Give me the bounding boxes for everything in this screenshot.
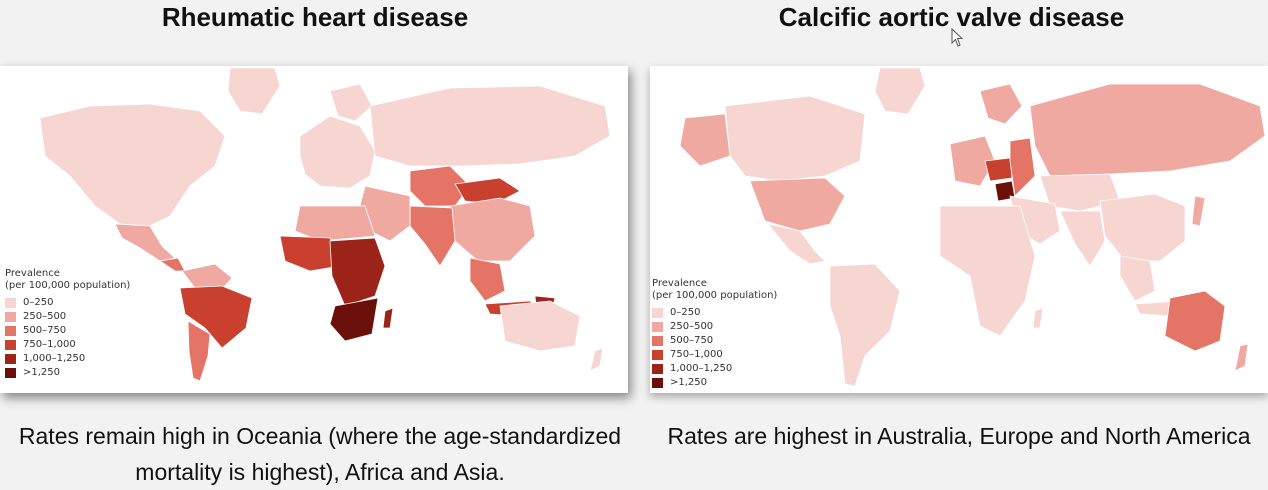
region-madagascar — [382, 307, 394, 329]
region-north-africa — [294, 205, 376, 242]
legend-item: 500–750 — [652, 334, 777, 348]
region-north-america — [39, 103, 226, 227]
region-western-europe — [949, 135, 996, 187]
region-greenland — [227, 67, 281, 115]
region-europe — [299, 115, 376, 189]
legend-swatch — [652, 378, 663, 388]
region-west-africa — [279, 235, 341, 272]
legend-swatch — [652, 308, 663, 318]
legend-item: 1,000–1,250 — [5, 352, 130, 366]
rhd-map-title: Rheumatic heart disease — [161, 2, 469, 32]
region-japan — [1191, 195, 1206, 227]
region-canada — [724, 95, 866, 182]
region-southeast-asia — [469, 257, 506, 302]
cavd-world-map — [650, 66, 1268, 393]
region-greenland — [874, 67, 926, 115]
region-southeast-asia — [1119, 255, 1156, 302]
legend-item: >1,250 — [5, 366, 130, 380]
legend-item: 750–1,000 — [652, 348, 777, 362]
legend-swatch — [5, 340, 16, 350]
rhd-map-svg — [39, 67, 611, 382]
region-china — [449, 197, 536, 262]
legend-swatch — [652, 350, 663, 360]
region-mexico — [766, 223, 826, 265]
legend-item: 0–250 — [5, 296, 130, 310]
rhd-caption: Rates remain high in Oceania (where the … — [18, 423, 622, 485]
legend-swatch — [652, 322, 663, 332]
legend-title: Prevalence (per 100,000 population) — [652, 278, 778, 301]
cavd-map-svg — [679, 67, 1266, 387]
legend-item: 500–750 — [5, 324, 130, 338]
region-south-asia — [409, 205, 456, 267]
cavd-legend: Prevalence (per 100,000 population) 0–25… — [652, 278, 777, 390]
region-southern-africa — [329, 297, 379, 342]
legend-item: 0–250 — [652, 306, 777, 320]
region-eastern-europe — [1009, 137, 1036, 197]
cavd-caption: Rates are highest in Australia, Europe a… — [667, 423, 1251, 449]
legend-title: Prevalence (per 100,000 population) — [5, 268, 131, 291]
region-mongolia — [454, 177, 521, 205]
legend-item: 250–500 — [652, 320, 777, 334]
legend-swatch — [5, 312, 16, 322]
legend-swatch — [652, 364, 663, 374]
region-south-asia — [1059, 210, 1106, 267]
region-australia — [1164, 290, 1226, 352]
region-china — [1099, 193, 1186, 262]
region-russia — [369, 85, 611, 167]
region-australia — [499, 300, 581, 352]
legend-item: 250–500 — [5, 310, 130, 324]
legend-swatch — [5, 326, 16, 336]
region-mexico — [114, 223, 176, 262]
rhd-legend: Prevalence (per 100,000 population) 0–25… — [5, 268, 130, 380]
region-south-america — [829, 263, 901, 387]
region-alaska — [679, 113, 731, 167]
cavd-map-title: Calcific aortic valve disease — [778, 2, 1125, 32]
region-south-america-north — [181, 263, 233, 292]
region-madagascar — [1032, 307, 1044, 329]
region-russia — [1029, 83, 1266, 177]
legend-item: >1,250 — [652, 376, 777, 390]
region-central-east-africa — [329, 237, 386, 307]
region-scandinavia — [329, 83, 373, 122]
legend-swatch — [652, 336, 663, 346]
legend-swatch — [5, 368, 16, 378]
region-africa — [939, 205, 1036, 337]
legend-swatch — [5, 298, 16, 308]
region-south-america-south — [187, 320, 211, 382]
region-new-zealand — [589, 347, 604, 372]
region-new-zealand — [1234, 343, 1249, 372]
region-usa — [749, 177, 846, 232]
region-central-europe — [984, 157, 1013, 182]
legend-swatch — [5, 354, 16, 364]
region-brazil — [179, 285, 253, 349]
rhd-world-map — [0, 66, 628, 393]
legend-item: 1,000–1,250 — [652, 362, 777, 376]
mouse-cursor-icon — [951, 28, 964, 47]
region-scandinavia — [979, 83, 1023, 125]
legend-item: 750–1,000 — [5, 338, 130, 352]
